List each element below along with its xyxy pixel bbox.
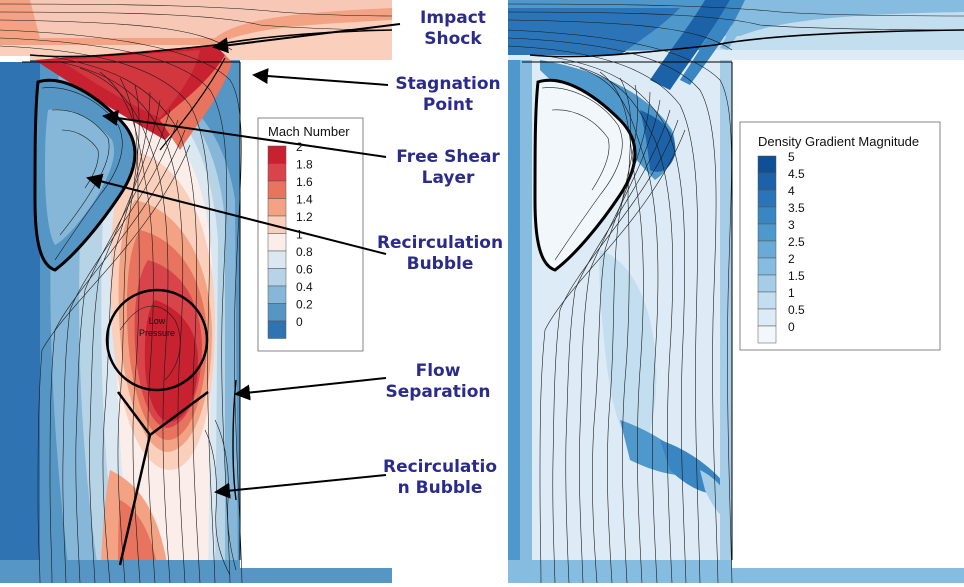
impact-shock-arrow [212, 23, 401, 54]
density-legend-level-label: 2.5 [788, 235, 805, 249]
mach-legend-level-label: 0.2 [296, 298, 313, 312]
expansion-wedge [116, 390, 209, 566]
mach-legend-level-label: 0 [296, 315, 303, 329]
recirculation-bubble-2-line2: n Bubble [398, 478, 483, 498]
density-legend-level-label: 3 [788, 218, 795, 232]
density-legend-level-label: 0 [788, 320, 795, 334]
density-legend-swatch [757, 240, 777, 259]
mach-legend-swatch [267, 250, 287, 269]
mach-legend-swatch [267, 268, 287, 287]
density-legend-swatch [757, 189, 777, 208]
density-legend-level-label: 1 [788, 286, 795, 300]
mach-legend-swatch [267, 145, 287, 164]
mach-legend-level-label: 0.4 [296, 280, 313, 294]
mach-legend: Mach Number 2 1.8 1.6 1.4 1.2 1 0.8 0.6 0.4 0.2 0 [257, 117, 364, 352]
density-streamlines [508, 3, 964, 583]
density-legend-swatch [757, 155, 777, 174]
density-legend-level-label: 2 [788, 252, 795, 266]
density-legend-swatch [757, 257, 777, 276]
free-shear-layer-callout: Free Shear Layer [396, 147, 500, 188]
free-shear-layer-line2: Layer [422, 168, 475, 188]
mach-panel: Low Pressure Mach Number 2 1.8 1.6 1.4 1.2 1 0… [0, 0, 392, 583]
density-legend-level-label: 4.5 [788, 167, 805, 181]
mach-legend-level-label: 1.8 [296, 158, 313, 172]
density-legend-level-label: 1.5 [788, 269, 805, 283]
density-legend-level-label: 3.5 [788, 201, 805, 215]
mach-legend-level-label: 1.2 [296, 210, 313, 224]
low-pressure-label-line2: Pressure [139, 328, 175, 338]
stagnation-point-line2: Point [423, 95, 473, 115]
stagnation-point-line1: Stagnation [395, 74, 500, 94]
impact-shock-callout: Impact Shock [420, 8, 486, 49]
mach-legend-swatch [267, 163, 287, 182]
impact-shock-line1: Impact [420, 8, 486, 28]
impact-shock-line2: Shock [424, 29, 482, 49]
mach-legend-level-label: 2 [296, 140, 303, 154]
density-legend: Density Gradient Magnitude 5 4.5 4 3.5 3 2.5 2… [739, 121, 941, 351]
low-pressure-label-line1: Low [149, 316, 166, 326]
mach-legend-level-label: 0.6 [296, 263, 313, 277]
density-legend-level-label: 0.5 [788, 303, 805, 317]
flow-separation-line1: Flow [416, 361, 461, 381]
mach-streamlines [0, 3, 392, 583]
density-legend-level-label: 4 [788, 184, 795, 198]
density-legend-swatch [757, 308, 777, 327]
density-legend-swatch [757, 206, 777, 225]
recirculation-bubble-1-callout: Recirculation Bubble [377, 233, 503, 274]
mach-legend-swatch [267, 285, 287, 304]
mach-legend-swatch [267, 233, 287, 252]
mach-legend-swatch [267, 180, 287, 199]
mach-legend-level-label: 0.8 [296, 245, 313, 259]
stagnation-point-callout: Stagnation Point [395, 74, 500, 115]
low-pressure-zone: Low Pressure [105, 288, 209, 392]
mach-legend-title: Mach Number [268, 124, 350, 139]
recirculation-bubble-2-line1: Recirculatio [383, 457, 497, 477]
recirculation-bubble-2-arrow [214, 474, 387, 499]
recirculation-bubble-1-line1: Recirculation [377, 233, 503, 253]
free-shear-layer-arrow [102, 110, 387, 158]
density-legend-swatch [757, 325, 777, 344]
mach-legend-swatch [267, 320, 287, 339]
density-legend-swatch [757, 172, 777, 191]
density-legend-title: Density Gradient Magnitude [758, 134, 919, 149]
mach-legend-level-label: 1 [296, 228, 303, 242]
density-legend-level-label: 5 [788, 150, 795, 164]
recirculation-bubble-1-arrow [86, 173, 387, 255]
mach-legend-level-label: 1.6 [296, 175, 313, 189]
mach-legend-swatch [267, 198, 287, 217]
stagnation-point-arrow [252, 68, 389, 86]
mach-legend-level-label: 1.4 [296, 193, 313, 207]
flow-separation-arrow [234, 377, 387, 401]
density-gradient-panel: Density Gradient Magnitude 5 4.5 4 3.5 3 2.5 2… [508, 0, 964, 583]
mach-legend-swatch [267, 303, 287, 322]
callouts: Impact Shock Stagnation Point Free Shear… [86, 8, 503, 499]
recirculation-bubble-1-line2: Bubble [407, 254, 474, 274]
density-legend-swatch [757, 223, 777, 242]
density-legend-swatch [757, 274, 777, 293]
free-shear-layer-line1: Free Shear [396, 147, 500, 167]
recirculation-bubble-2-callout: Recirculatio n Bubble [383, 457, 497, 498]
flow-separation-callout: Flow Separation [385, 361, 490, 402]
density-legend-swatch [757, 291, 777, 310]
flow-separation-line2: Separation [385, 382, 490, 402]
